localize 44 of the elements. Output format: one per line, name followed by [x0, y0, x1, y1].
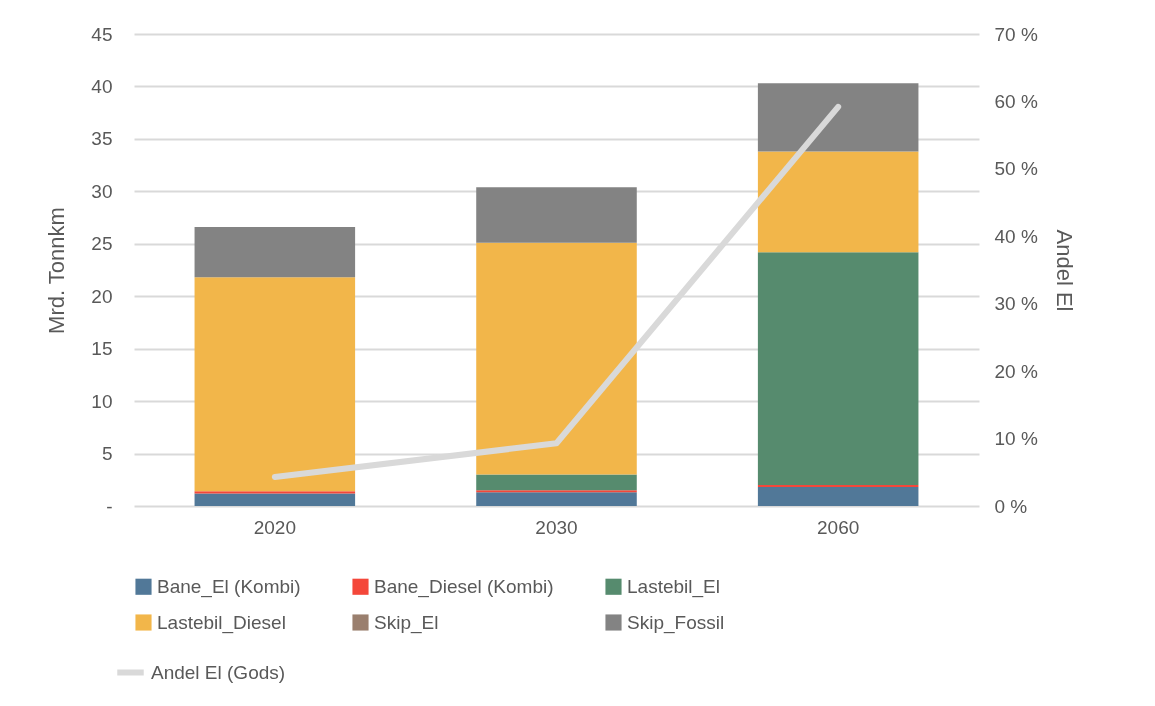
bar — [194, 227, 356, 278]
x-tick-label: 2030 — [535, 516, 578, 538]
y2-tick-label: 50 % — [994, 158, 1038, 180]
y-axis-title: Mrd. Tonnkm — [44, 207, 70, 334]
y2-tick-label: 20 % — [994, 360, 1038, 382]
bar — [476, 242, 637, 475]
bar — [757, 252, 919, 486]
bar — [194, 491, 356, 494]
y-tick-label: 35 — [91, 128, 113, 150]
legend-label: Skip_El — [374, 611, 439, 634]
legend-label: Skip_Fossil — [627, 611, 725, 634]
bar — [476, 490, 637, 493]
y-tick-label: 30 — [91, 180, 113, 202]
y-tick-label: - — [106, 495, 113, 517]
y-tick-label: 15 — [91, 338, 113, 360]
bar — [757, 487, 919, 506]
y-tick-label: 20 — [91, 285, 113, 307]
bar — [194, 493, 356, 506]
y2-tick-label: 10 % — [994, 428, 1038, 450]
bar — [194, 277, 356, 492]
bar — [757, 83, 919, 152]
bar — [476, 474, 637, 491]
y2-tick-label: 60 % — [994, 90, 1038, 112]
legend-label: Bane_Diesel (Kombi) — [374, 575, 554, 598]
bar — [757, 485, 919, 488]
y2-tick-label: 40 % — [994, 225, 1038, 247]
y2-tick-label: 0 % — [994, 495, 1028, 517]
y-tick-label: 5 — [101, 443, 113, 465]
y-tick-label: 45 — [91, 23, 113, 45]
y-tick-label: 40 — [91, 75, 113, 97]
bar — [476, 492, 637, 506]
bar — [476, 187, 637, 243]
legend-label: Andel El (Gods) — [151, 661, 286, 683]
y2-tick-label: 30 % — [994, 293, 1038, 315]
legend-label: Lastebil_El — [627, 575, 720, 598]
x-tick-label: 2020 — [253, 516, 296, 538]
x-tick-label: 2060 — [817, 516, 860, 538]
legend-label: Lastebil_Diesel — [157, 611, 286, 634]
y2-tick-label: 70 % — [994, 23, 1038, 45]
y-tick-label: 10 — [91, 390, 113, 412]
bar — [757, 151, 919, 253]
y2-axis-title: Andel El — [1051, 229, 1077, 312]
legend-label: Bane_El (Kombi) — [157, 575, 301, 598]
y-tick-label: 25 — [91, 233, 113, 255]
